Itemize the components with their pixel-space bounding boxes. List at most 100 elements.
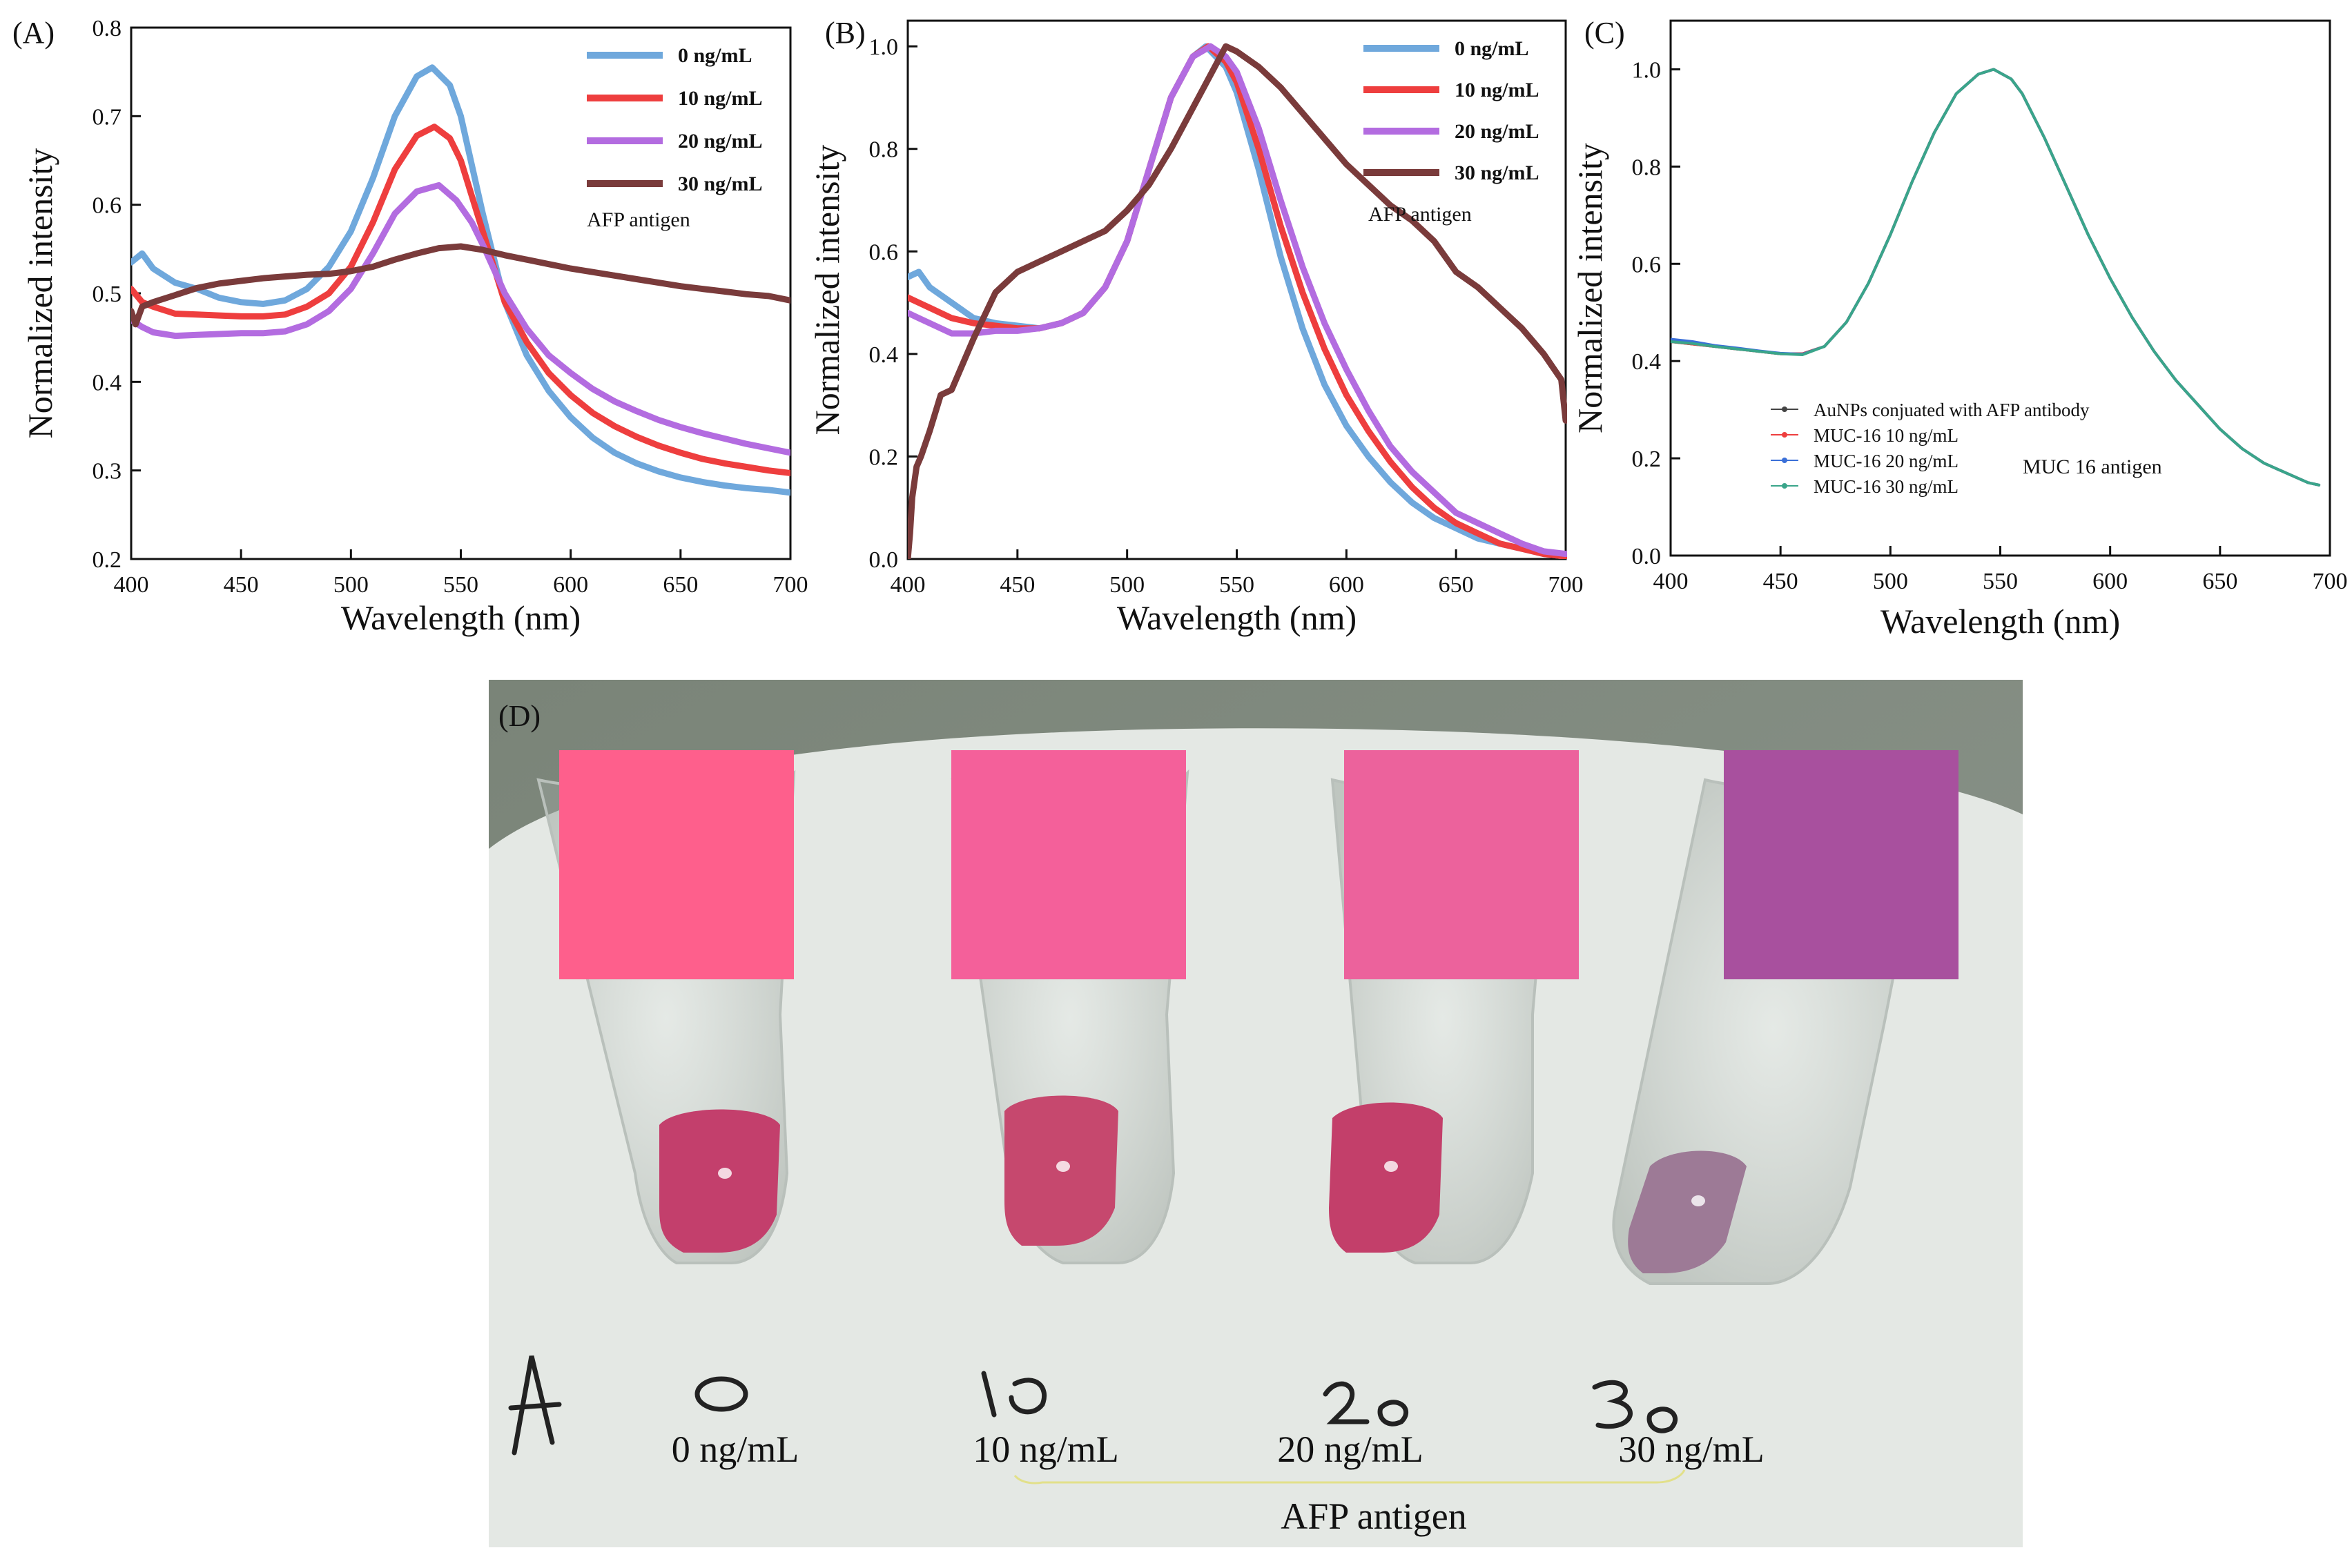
plot-frame	[1669, 19, 2331, 557]
y-axis-label: Normalized intensity	[1571, 143, 1609, 433]
y-tick-label: 0.4	[1632, 349, 1662, 375]
x-tick-label: 500	[333, 572, 369, 598]
panel-d-label: (D)	[498, 699, 541, 733]
legend-marker	[1782, 483, 1787, 489]
x-tick-label: 450	[224, 572, 259, 598]
y-tick-label: 0.8	[869, 137, 899, 163]
label-0: 0 ng/mL	[672, 1429, 799, 1470]
x-tick-label: 600	[553, 572, 588, 598]
label-2: 20 ng/mL	[1277, 1429, 1423, 1470]
panel-label: (C)	[1584, 16, 1625, 50]
legend-label: 0 ng/mL	[678, 44, 752, 67]
series-group	[131, 64, 790, 496]
x-tick-label: 400	[114, 572, 149, 598]
y-tick-label: 0.0	[869, 547, 899, 573]
x-tick-label: 650	[1439, 572, 1474, 598]
tube-3-liquid	[1628, 1150, 1747, 1273]
series-line	[131, 243, 790, 328]
hand-0	[694, 1376, 748, 1412]
hand-20	[1323, 1381, 1408, 1427]
legend-label: 10 ng/mL	[1455, 79, 1539, 101]
hand-a	[508, 1355, 562, 1456]
x-tick-label: 500	[1109, 572, 1145, 598]
y-tick-label: 0.6	[869, 239, 899, 265]
y-tick-label: 0.2	[93, 547, 122, 573]
y-tick-label: 0.4	[869, 342, 899, 368]
panel-a: 400 450 500 550 600 650 700 0.2 0.3 0.4 0.5 0.6 0.7 0…	[12, 16, 808, 637]
swatch-2	[1344, 750, 1579, 979]
swatch-0	[559, 750, 794, 979]
y-tick-label: 0.8	[93, 16, 122, 41]
series-line	[908, 43, 1567, 558]
series-line	[1671, 68, 2321, 487]
y-tick-label: 1.0	[1632, 57, 1662, 83]
legend-label: MUC-16 30 ng/mL	[1814, 476, 1959, 497]
legend-label: 0 ng/mL	[1455, 37, 1529, 60]
group-label: AFP antigen	[1281, 1496, 1467, 1537]
series-line	[908, 43, 1567, 559]
x-tick-label: 550	[1983, 569, 2018, 594]
x-tick-label: 600	[1329, 572, 1364, 598]
y-tick-label: 0.7	[93, 104, 122, 130]
y-axis-label: Normalized intensity	[21, 148, 59, 439]
group-brace	[1013, 1469, 1686, 1484]
x-tick-label: 400	[891, 572, 926, 598]
x-tick-label: 500	[1873, 569, 1908, 594]
swatch-1	[951, 750, 1186, 979]
x-tick-label: 400	[1653, 569, 1689, 594]
x-axis-label: Wavelength (nm)	[1880, 602, 2120, 640]
legend-marker	[1782, 458, 1787, 463]
y-tick-label: 0.3	[93, 459, 122, 484]
hand-30	[1592, 1380, 1678, 1433]
y-tick-label: 0.5	[93, 282, 122, 307]
series-line	[131, 182, 790, 456]
series-line	[131, 64, 790, 496]
legend-label: 20 ng/mL	[678, 130, 763, 153]
legend: 0 ng/mL 10 ng/mL 20 ng/mL 30 ng/mL	[1363, 37, 1539, 184]
series-group	[908, 43, 1567, 559]
tube-0-liquid	[659, 1109, 780, 1253]
photo-paper	[489, 728, 2023, 1547]
y-tick-label: 0.8	[1632, 155, 1662, 180]
annotation: AFP antigen	[587, 208, 690, 231]
panel-label: (A)	[12, 16, 55, 50]
x-axis-label: Wavelength (nm)	[341, 598, 581, 637]
legend: 0 ng/mL 10 ng/mL 20 ng/mL 30 ng/mL	[587, 44, 763, 195]
x-tick-label: 550	[443, 572, 478, 598]
x-axis-label: Wavelength (nm)	[1117, 598, 1357, 637]
series-line	[131, 124, 790, 476]
y-tick-label: 0.6	[93, 193, 122, 219]
y-tick-label: 0.4	[93, 370, 122, 395]
annotation: AFP antigen	[1368, 203, 1472, 226]
annotation: MUC 16 antigen	[2023, 455, 2162, 478]
legend-label: MUC-16 20 ng/mL	[1814, 451, 1959, 471]
x-tick-label: 650	[2202, 569, 2237, 594]
legend-marker	[1782, 406, 1787, 412]
y-axis-label: Normalized intensity	[808, 145, 846, 435]
y-tick-label: 1.0	[869, 35, 899, 60]
x-tick-label: 600	[2092, 569, 2128, 594]
panel-c: 400 450 500 550 600 650 700 0.0 0.2 0.4 0.6 0.8 1.0 W…	[1571, 16, 2348, 640]
x-tick-label: 650	[663, 572, 698, 598]
panel-d-photo: (D) 0 ng/mL 10 ng/mL 20 ng/mL 30 ng/mL A…	[489, 680, 2023, 1547]
legend-label: MUC-16 10 ng/mL	[1814, 425, 1959, 446]
legend-label: 30 ng/mL	[1455, 161, 1539, 184]
x-tick-label: 700	[2313, 569, 2348, 594]
y-tick-label: 0.2	[1632, 447, 1662, 472]
series-group	[1671, 68, 2321, 487]
x-tick-label: 700	[773, 572, 808, 598]
x-tick-label: 450	[1763, 569, 1798, 594]
y-tick-label: 0.2	[869, 444, 899, 470]
tube-2-liquid	[1329, 1102, 1443, 1253]
legend-label: AuNPs conjuated with AFP antibody	[1814, 400, 2090, 420]
legend-label: 10 ng/mL	[678, 87, 763, 110]
label-3: 30 ng/mL	[1618, 1429, 1765, 1470]
series-line	[1671, 68, 2321, 487]
hand-10	[981, 1371, 1047, 1418]
handwriting	[508, 1355, 1678, 1456]
label-1: 10 ng/mL	[973, 1429, 1119, 1470]
legend-marker	[1782, 432, 1787, 438]
legend-label: 30 ng/mL	[678, 173, 763, 195]
